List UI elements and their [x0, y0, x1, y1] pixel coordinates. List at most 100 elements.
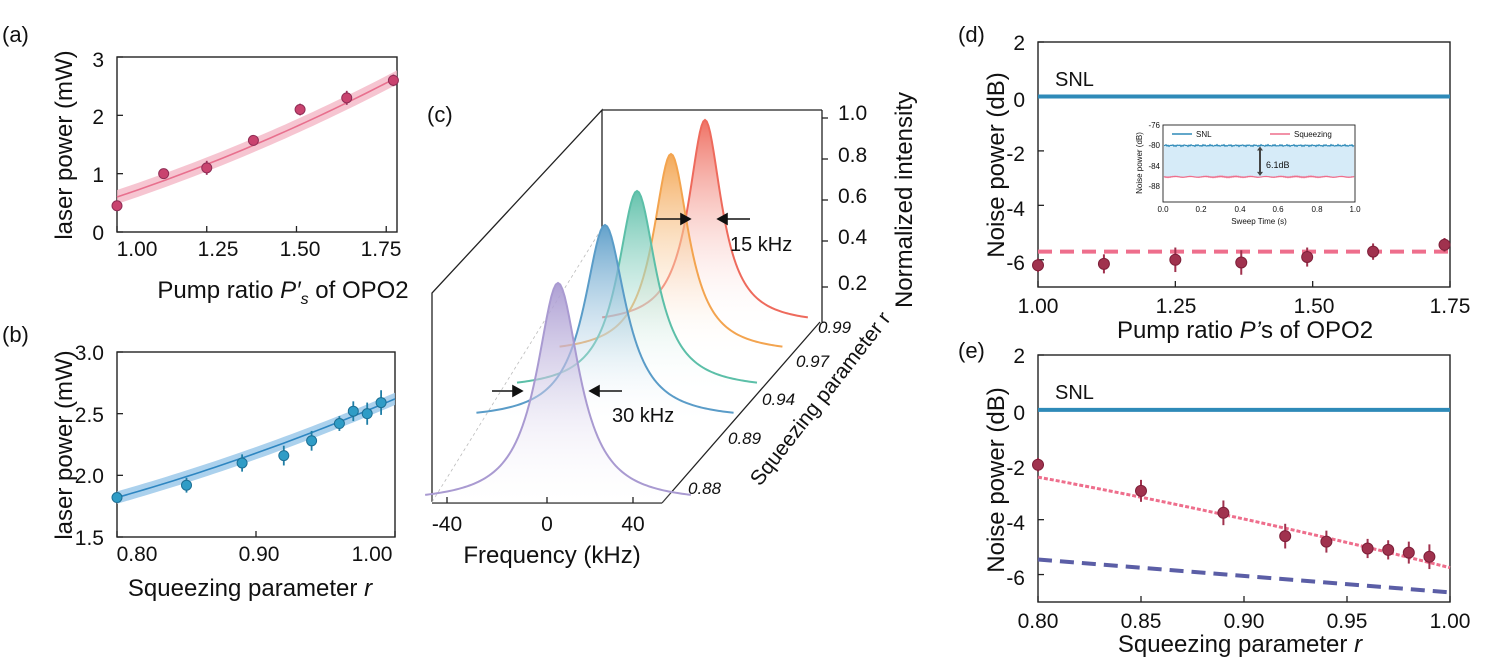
panel-b-point [361, 408, 373, 420]
panel-e-fit-line [1037, 475, 1451, 570]
panel-e-frame [1037, 354, 1451, 603]
panel-c-rtick: 0.88 [688, 479, 722, 498]
panel-e-xtick: 0.90 [1224, 610, 1265, 633]
panel-d-point [1032, 259, 1044, 272]
panel-b-fit-line [116, 398, 396, 499]
panel-b-point [306, 435, 318, 447]
panel-e-label: (e) [958, 338, 985, 363]
panel-a-xtick: 1.75 [361, 238, 402, 261]
inset-ytick: -88 [1148, 182, 1160, 191]
panel-a-ytick: 0 [92, 222, 104, 245]
panel-d-point [1438, 238, 1451, 251]
panel-c-xtick: 0 [541, 513, 553, 536]
panel-d-inset: -76 -80 -84 -88 0.0 0.2 0.4 0.6 0.8 1.0 … [1135, 121, 1361, 226]
panel-d-frame [1037, 41, 1451, 288]
panel-d-ytick: -4 [1006, 198, 1025, 221]
panel-b-xtick: 0.90 [239, 543, 280, 566]
panel-d-xtick: 1.00 [1018, 295, 1059, 318]
panel-a-xtick: 1.25 [198, 238, 239, 261]
panel-e-xtick: 0.95 [1327, 610, 1368, 633]
panel-e-point [1361, 542, 1374, 555]
inset-xlabel: Sweep Time (s) [1231, 217, 1287, 226]
panel-c-arrowhead [512, 384, 524, 398]
panel-e-ytick: -2 [1006, 457, 1025, 480]
panel-a-ytick: 2 [92, 106, 104, 129]
inset-xtick: 0.6 [1272, 205, 1284, 214]
panel-a-xtick: 1.50 [280, 238, 321, 261]
panel-b-point [333, 418, 345, 430]
panel-e-point [1135, 484, 1147, 497]
panel-d-ytick: 2 [1013, 32, 1025, 55]
panel-b-point [111, 492, 123, 504]
panel-c-rtick: 0.89 [728, 429, 762, 448]
panel-d-xtick: 1.25 [1156, 295, 1197, 318]
panel-a: (a) 3 2 1 0 1.00 1.25 1.50 1.75 Pump rat… [2, 22, 409, 308]
panel-e: (e) 2 0 -2 -4 -6 0.80 0.85 0.90 0.95 1.0… [958, 338, 1470, 658]
panel-a-point [341, 92, 353, 104]
inset-xtick: 0.0 [1157, 205, 1169, 214]
inset-xtick: 0.4 [1234, 205, 1246, 214]
panel-e-ylabel: Noise power (dB) [983, 387, 1010, 572]
panel-d-point [1367, 245, 1380, 258]
panel-c-peak-line [476, 223, 734, 414]
panel-d-point [1301, 251, 1314, 264]
panel-b: (b) 3.0 2.5 2.0 1.5 0.80 0.90 1.00 Squee… [2, 322, 396, 602]
panel-b-xlabel: Squeezing parameter r [128, 575, 373, 602]
panel-d-ytick: 0 [1013, 89, 1025, 112]
panel-d-ytick: -6 [1006, 252, 1025, 275]
panel-e-ytick: 0 [1013, 402, 1025, 425]
panel-e-xlabel: Squeezing parameter r [1118, 631, 1363, 658]
inset-xtick: 1.0 [1349, 205, 1361, 214]
panel-b-xtick: 1.00 [352, 543, 393, 566]
panel-e-point [1320, 535, 1333, 548]
panel-c-rtick: 0.99 [818, 318, 852, 337]
inset-ylabel: Noise power (dB) [1135, 132, 1144, 194]
panel-e-ytick: 2 [1013, 345, 1025, 368]
panel-c-rtick: 0.94 [762, 390, 795, 409]
panel-e-point [1382, 543, 1395, 556]
panel-a-ylabel: laser power (mW) [51, 50, 78, 239]
panel-a-point [387, 74, 399, 86]
inset-legend-snl: SNL [1196, 130, 1212, 139]
panel-c-peak-area [425, 283, 691, 503]
panel-c-ytick: 0.6 [838, 185, 867, 208]
panel-d-point [1097, 257, 1110, 270]
panel-d: (d) 2 0 -2 -4 -6 1.00 1.25 1.50 1.75 SNL… [958, 22, 1470, 344]
panel-b-ytick: 2.0 [75, 465, 104, 488]
panel-a-frame [116, 56, 398, 233]
panel-b-label: (b) [2, 322, 29, 347]
panel-b-point [278, 450, 290, 462]
panel-d-xlabel: Pump ratio P’s of OPO2 [1117, 317, 1373, 344]
panel-c-ylabel: Normalized intensity [891, 92, 918, 308]
inset-squeezing-trace [1163, 175, 1355, 179]
panel-e-snl-label: SNL [1055, 382, 1094, 404]
panel-a-point [111, 200, 123, 212]
panel-c-rtick: 0.97 [796, 352, 830, 371]
inset-xtick: 0.8 [1311, 205, 1323, 214]
panel-e-xtick: 0.80 [1018, 610, 1059, 633]
panel-c-annotation: 30 kHz [612, 405, 674, 427]
panel-e-theory-line [1037, 557, 1451, 595]
panel-c-box [431, 108, 603, 502]
panel-a-point [247, 134, 259, 146]
inset-ytick: -80 [1148, 141, 1160, 150]
panel-c-peak-area [559, 154, 783, 354]
panel-c: (c) -40 0 40 0.2 0.4 0.6 0.8 1.0 0.88 0.… [425, 92, 918, 569]
panel-c-ytick: 0.4 [838, 226, 868, 249]
panel-a-point [201, 162, 213, 174]
panel-a-point [158, 168, 170, 180]
panel-e-point [1279, 530, 1292, 543]
panel-e-ytick: -4 [1006, 512, 1025, 535]
panel-c-peak-area [602, 120, 808, 325]
panel-b-point [347, 405, 359, 417]
panel-d-point [1169, 253, 1182, 266]
panel-b-point [375, 397, 387, 409]
panel-d-xtick: 1.50 [1294, 295, 1335, 318]
panel-d-snl-label: SNL [1055, 69, 1094, 91]
panel-c-label: (c) [427, 102, 453, 127]
inset-gap-arrowhead [1257, 171, 1263, 176]
panel-e-point [1032, 458, 1044, 471]
panel-c-xlabel: Frequency (kHz) [463, 542, 640, 569]
panel-b-ytick: 2.5 [75, 404, 104, 427]
